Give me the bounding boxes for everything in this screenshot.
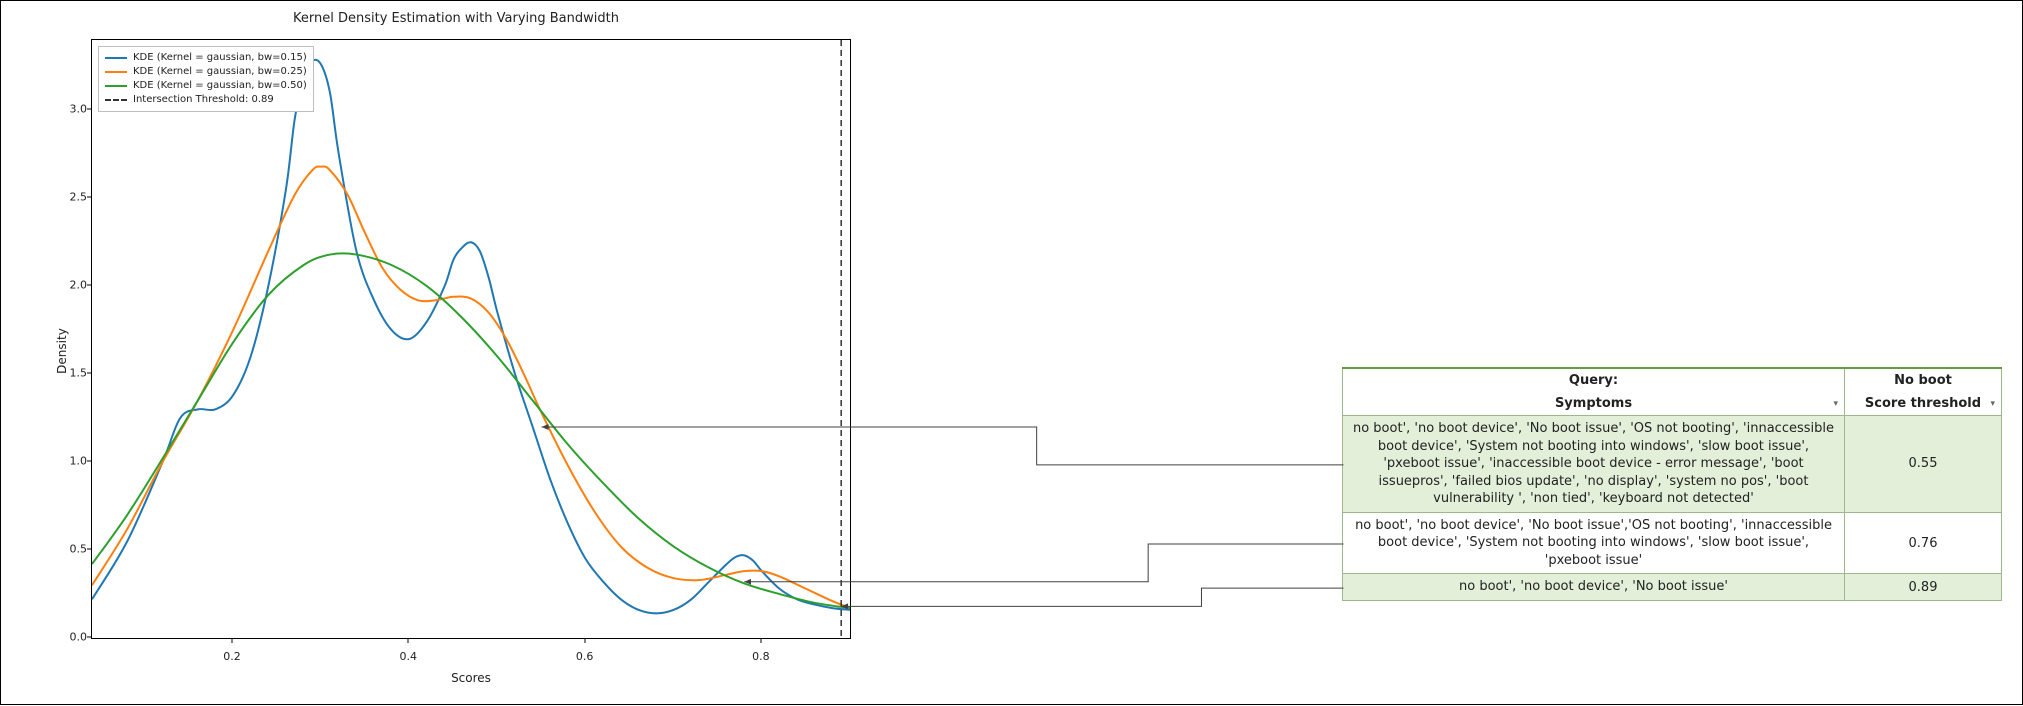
x-tick-label: 0.6 xyxy=(576,650,594,663)
cell-symptoms: no boot', 'no boot device', 'No boot iss… xyxy=(1343,574,1845,601)
legend-item: KDE (Kernel = gaussian, bw=0.15) xyxy=(105,51,307,65)
value-label-text: No boot xyxy=(1894,373,1952,388)
x-tick-label: 0.4 xyxy=(400,650,418,663)
y-tick-label: 1.5 xyxy=(61,367,87,380)
header-value-label: No boot xyxy=(1845,368,2002,392)
legend-item: KDE (Kernel = gaussian, bw=0.50) xyxy=(105,79,307,93)
y-tick-label: 3.0 xyxy=(61,103,87,116)
col-symptoms-text: Symptoms xyxy=(1555,396,1632,411)
kde-curve-bw050 xyxy=(92,253,850,608)
header-query-label: Query: xyxy=(1343,368,1845,392)
dropdown-caret-icon[interactable]: ▾ xyxy=(1990,399,1995,409)
col-score-text: Score threshold xyxy=(1865,396,1981,411)
legend-swatch xyxy=(105,71,127,73)
y-tick-label: 2.0 xyxy=(61,279,87,292)
table-row: no boot', 'no boot device', 'No boot iss… xyxy=(1343,512,2002,574)
query-label-text: Query: xyxy=(1569,373,1618,388)
dropdown-caret-icon[interactable]: ▾ xyxy=(1833,399,1838,409)
y-tick-label: 0.0 xyxy=(61,631,87,644)
cell-score: 0.89 xyxy=(1845,574,2002,601)
legend-label: Intersection Threshold: 0.89 xyxy=(133,93,274,107)
legend-swatch xyxy=(105,57,127,59)
cell-symptoms: no boot', 'no boot device', 'No boot iss… xyxy=(1343,416,1845,513)
kde-curve-bw015 xyxy=(92,60,850,614)
cell-score: 0.76 xyxy=(1845,512,2002,574)
x-tick-label: 0.2 xyxy=(223,650,241,663)
connector-arrow xyxy=(841,588,1343,606)
table-body: no boot', 'no boot device', 'No boot iss… xyxy=(1343,416,2002,601)
y-tick-label: 0.5 xyxy=(61,543,87,556)
legend-swatch xyxy=(105,85,127,87)
cell-score: 0.55 xyxy=(1845,416,2002,513)
page: Kernel Density Estimation with Varying B… xyxy=(0,0,2023,705)
chart-svg xyxy=(92,40,850,638)
legend-item: KDE (Kernel = gaussian, bw=0.25) xyxy=(105,65,307,79)
col-score[interactable]: Score threshold ▾ xyxy=(1845,392,2002,416)
x-tick-label: 0.8 xyxy=(752,650,770,663)
legend-item: Intersection Threshold: 0.89 xyxy=(105,93,307,107)
legend: KDE (Kernel = gaussian, bw=0.15)KDE (Ker… xyxy=(98,46,314,112)
table-row: no boot', 'no boot device', 'No boot iss… xyxy=(1343,574,2002,601)
results-table-wrap: Query: No boot Symptoms ▾ Score threshol… xyxy=(1342,367,2002,601)
col-symptoms[interactable]: Symptoms ▾ xyxy=(1343,392,1845,416)
chart-title: Kernel Density Estimation with Varying B… xyxy=(31,11,881,26)
legend-label: KDE (Kernel = gaussian, bw=0.25) xyxy=(133,65,307,79)
table-row: no boot', 'no boot device', 'No boot iss… xyxy=(1343,416,2002,513)
y-tick-label: 2.5 xyxy=(61,191,87,204)
cell-symptoms: no boot', 'no boot device', 'No boot iss… xyxy=(1343,512,1845,574)
y-tick-label: 1.0 xyxy=(61,455,87,468)
legend-swatch xyxy=(105,99,127,101)
results-table: Query: No boot Symptoms ▾ Score threshol… xyxy=(1342,367,2002,601)
legend-label: KDE (Kernel = gaussian, bw=0.15) xyxy=(133,51,307,65)
plot-area: KDE (Kernel = gaussian, bw=0.15)KDE (Ker… xyxy=(91,39,851,639)
kde-chart: Kernel Density Estimation with Varying B… xyxy=(31,11,881,691)
legend-label: KDE (Kernel = gaussian, bw=0.50) xyxy=(133,79,307,93)
x-axis-label: Scores xyxy=(91,671,851,685)
